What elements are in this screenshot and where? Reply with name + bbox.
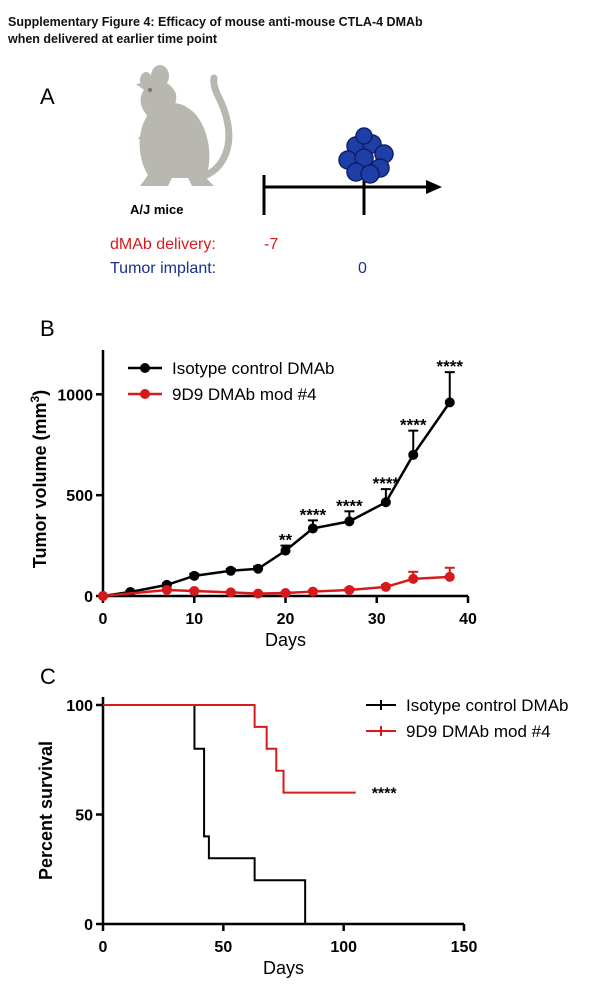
data-point: [189, 585, 200, 596]
significance-label: ****: [336, 496, 363, 515]
data-point: [380, 581, 391, 592]
panel-c-label: C: [40, 664, 56, 689]
x-axis-title: Days: [265, 630, 306, 650]
data-point: [189, 570, 200, 581]
x-tick-label: 100: [330, 939, 357, 956]
tumor-icon: [338, 127, 394, 184]
significance-label: **: [279, 531, 293, 550]
figure-title-line-2: when delivered at earlier time point: [8, 32, 218, 46]
x-tick-label: 40: [459, 611, 477, 628]
x-tick-label: 150: [451, 939, 478, 956]
data-point: [380, 497, 391, 508]
delivery-label: dMAb delivery:: [110, 236, 216, 253]
series-line-1: [102, 401, 451, 598]
y-tick-label: 500: [66, 488, 93, 505]
mouse-icon: [136, 65, 233, 186]
y-tick-label: 0: [84, 589, 93, 606]
x-tick-label: 20: [277, 611, 295, 628]
panel-b-chart: B 0 10 20 30 40 0 500 1000 Days Tumor volume (mm3…: [28, 316, 477, 650]
data-point: [280, 545, 291, 556]
panel-a-label: A: [40, 84, 55, 109]
data-point: [344, 584, 355, 595]
mouse-label: A/J mice: [130, 202, 183, 217]
data-point: [225, 565, 236, 576]
x-tick-label: 0: [99, 611, 108, 628]
x-axis-title: Days: [263, 958, 304, 978]
legend-marker: [140, 363, 150, 373]
significance-label: ****: [372, 786, 398, 803]
data-point: [253, 563, 264, 574]
y-tick-label: 1000: [57, 387, 93, 404]
implant-day: 0: [358, 260, 367, 277]
legend-label: 9D9 DMAb mod #4: [172, 385, 317, 404]
y-axis-title: Percent survival: [36, 741, 56, 880]
survival-curve-1: [103, 704, 307, 924]
data-point: [408, 449, 419, 460]
y-tick-label: 100: [66, 698, 93, 715]
y-tick-label: 0: [84, 917, 93, 934]
significance-label: ****: [437, 357, 464, 376]
legend-label: Isotype control DMAb: [172, 359, 335, 378]
data-point: [344, 516, 355, 527]
data-point: [408, 573, 419, 584]
x-tick-label: 30: [368, 611, 386, 628]
implant-label: Tumor implant:: [110, 260, 216, 277]
significance-label: ****: [300, 505, 327, 524]
delivery-day: -7: [264, 236, 278, 253]
x-tick-label: 10: [185, 611, 203, 628]
panel-b-label: B: [40, 316, 55, 341]
figure-title-line-1: Supplementary Figure 4: Efficacy of mous…: [8, 15, 423, 29]
data-point: [98, 591, 108, 601]
x-tick-label: 50: [214, 939, 232, 956]
data-point: [444, 571, 455, 582]
y-axis-title: Tumor volume (mm3): [28, 390, 50, 568]
data-point: [307, 523, 318, 534]
panel-c-chart: C 0 50 100 150 0 50 100 Days Percent survival ***…: [36, 664, 569, 978]
data-point: [161, 584, 172, 595]
timeline-arrow-icon: [426, 180, 442, 194]
data-point: [307, 586, 318, 597]
survival-curve-2: [103, 704, 356, 794]
data-point: [280, 587, 291, 598]
data-point: [253, 588, 264, 599]
legend-label: Isotype control DMAb: [406, 696, 569, 715]
significance-label: ****: [373, 474, 400, 493]
data-point: [444, 397, 455, 408]
legend-label: 9D9 DMAb mod #4: [406, 722, 551, 741]
x-tick-label: 0: [99, 939, 108, 956]
panel-a-scheme: A A/J mice dMAb delivery: -7 Tumor impla…: [40, 65, 442, 277]
legend-marker: [140, 389, 150, 399]
figure-title: Supplementary Figure 4: Efficacy of mous…: [8, 14, 588, 48]
significance-label: ****: [400, 416, 427, 435]
y-tick-label: 50: [75, 808, 93, 825]
data-point: [225, 587, 236, 598]
